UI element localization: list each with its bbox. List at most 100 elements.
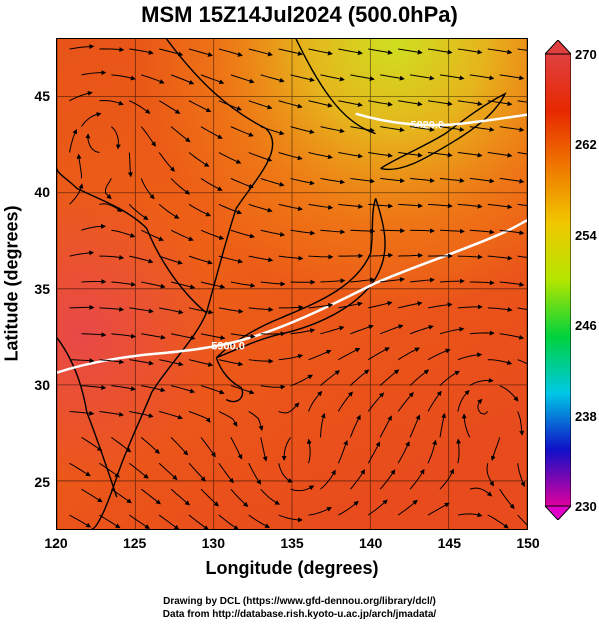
wind-streamline: [99, 514, 121, 529]
credit-drawing: Drawing by DCL (https://www.gfd-dennou.o…: [163, 596, 436, 607]
wind-streamline: [158, 514, 180, 529]
wind-streamline: [104, 178, 112, 200]
wind-streamline: [350, 177, 376, 184]
wind-streamline: [140, 488, 161, 505]
wind-streamline: [398, 100, 423, 107]
wind-streamline: [499, 229, 525, 236]
wind-streamline: [248, 358, 274, 364]
wind-streamline: [457, 152, 483, 158]
wind-streamline: [200, 488, 219, 507]
wind-streamline: [188, 152, 210, 167]
wind-streamline: [517, 514, 527, 526]
y-axis-label: Latitude (degrees): [1, 205, 22, 362]
wind-streamline: [410, 177, 435, 184]
wind-streamline: [439, 74, 465, 81]
wind-streamline: [218, 359, 244, 367]
wind-streamline: [320, 325, 345, 335]
wind-streamline: [230, 437, 243, 460]
wind-streamline: [129, 48, 154, 55]
wind-streamline: [499, 177, 525, 184]
wind-streamline: [81, 332, 107, 338]
wind-streamline: [517, 48, 527, 51]
wind-streamline: [456, 438, 462, 464]
wind-streamline: [461, 413, 471, 438]
wind-streamline: [278, 255, 304, 261]
wind-streamline: [410, 277, 435, 283]
wind-streamline: [486, 463, 494, 487]
wind-streamline: [260, 384, 286, 390]
wind-streamline: [457, 203, 483, 209]
wind-streamline: [517, 152, 527, 155]
wind-streamline: [368, 48, 393, 55]
colorbar-label: 270: [575, 47, 597, 62]
wind-streamline: [338, 203, 364, 209]
x-tick-label: 150: [516, 535, 540, 551]
wind-streamline: [230, 333, 256, 339]
wind-streamline: [81, 488, 103, 503]
wind-streamline: [99, 254, 125, 260]
wind-streamline: [188, 307, 214, 315]
y-tick-label: 40: [34, 184, 50, 201]
wind-streamline: [439, 126, 465, 132]
wind-streamline: [171, 333, 196, 341]
wind-streamline: [320, 469, 336, 490]
wind-streamline: [188, 411, 211, 423]
wind-streamline: [439, 326, 465, 335]
wind-streamline: [278, 48, 303, 56]
wind-streamline: [380, 126, 405, 133]
wind-streamline: [487, 307, 513, 312]
wind-streamline: [188, 203, 211, 217]
wind-streamline: [278, 463, 293, 483]
y-tick-label: 30: [34, 377, 50, 394]
y-tick-label: 45: [34, 87, 50, 104]
wind-streamline: [397, 347, 420, 361]
wind-streamline: [188, 514, 209, 529]
wind-streamline: [398, 252, 424, 258]
colorbar-label: 238: [575, 408, 597, 424]
wind-streamline: [487, 255, 513, 261]
wind-streamline: [320, 126, 345, 134]
wind-streamline: [469, 229, 495, 235]
wind-streamline: [469, 377, 494, 387]
wind-streamline: [111, 281, 137, 287]
wind-streamline: [170, 74, 195, 85]
wind-streamline: [380, 228, 406, 234]
wind-streamline: [409, 369, 430, 386]
wind-streamline: [230, 126, 254, 137]
wind-streamline: [290, 328, 316, 335]
wind-streamline: [230, 488, 249, 507]
wind-streamline: [349, 414, 361, 438]
wind-streamline: [427, 502, 450, 516]
wind-streamline: [457, 100, 483, 107]
wind-streamline: [487, 203, 513, 210]
x-tick-label: 130: [201, 535, 225, 551]
wind-streamline: [439, 177, 465, 183]
wind-streamline: [409, 468, 425, 490]
x-tick-label: 125: [122, 535, 147, 551]
wind-streamline: [469, 330, 495, 336]
wind-streamline: [457, 352, 483, 361]
wind-streamline: [188, 100, 212, 113]
colorbar-label: 246: [575, 318, 597, 334]
lat-lon-grid: [57, 39, 527, 529]
wind-streamline: [69, 183, 84, 205]
wind-streamline: [487, 152, 513, 158]
y-tick-label: 25: [34, 473, 50, 490]
wind-streamline: [248, 307, 274, 312]
wind-streamline: [140, 178, 155, 200]
wind-streamline: [278, 402, 300, 414]
wind-streamline: [380, 277, 405, 283]
wind-streamline: [248, 411, 264, 431]
wind-streamline: [368, 347, 390, 361]
geopotential-contour-5900: [57, 219, 527, 374]
wind-streamline: [81, 70, 107, 76]
wind-streamline: [188, 255, 213, 265]
wind-streamline: [248, 463, 262, 485]
wind-streamline: [260, 126, 285, 136]
wind-streamline: [99, 203, 123, 212]
wind-streamline: [410, 228, 435, 234]
wind-streamline: [248, 100, 273, 110]
wind-streamline: [159, 307, 184, 315]
wind-streamline: [111, 436, 132, 453]
wind-streamline: [111, 488, 132, 504]
